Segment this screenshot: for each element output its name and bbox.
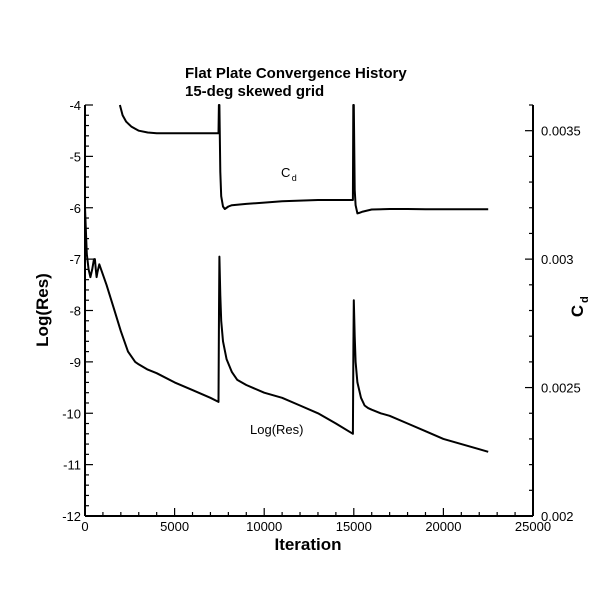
left-y-tick-label: -12 [62,509,81,524]
x-axis-title: Iteration [274,535,341,554]
series-annotation-subscript: d [292,173,297,183]
left-y-tick-label: -5 [69,149,81,164]
x-tick-label: 25000 [515,519,551,534]
left-y-tick-label: -11 [63,458,81,473]
series-annotation-label: Log(Res) [250,422,303,437]
plot-axes [84,105,534,517]
left-y-tick-label: -9 [69,355,81,370]
left-y-axis-ticks: -4 -5 -6 -7 -8 -9 -10 -11 -12 [62,98,93,524]
right-y-axis-title-sub: d [579,296,591,303]
left-y-tick-label: -7 [69,252,81,267]
x-tick-label: 0 [81,519,88,534]
x-axis-ticks: 0 5000 10000 15000 20000 25000 [81,508,551,534]
x-tick-label: 10000 [246,519,282,534]
left-y-tick-label: -10 [62,406,81,421]
right-y-tick-label: 0.002 [541,509,574,524]
right-y-axis-title-main: C [568,305,587,317]
left-y-tick-label: -8 [69,304,81,319]
right-y-axis-title: C d [568,296,591,317]
right-y-tick-label: 0.0035 [541,124,581,139]
left-y-tick-label: -4 [69,98,81,113]
series-layer [84,104,489,453]
chart-title: Flat Plate Convergence History [185,65,407,82]
right-y-axis-ticks: 0.0035 0.003 0.0025 0.002 [525,104,581,524]
left-y-tick-label: -6 [69,201,81,216]
left-y-axis-title: Log(Res) [33,273,52,347]
x-tick-label: 15000 [336,519,372,534]
right-y-tick-label: 0.0025 [541,381,581,396]
chart-subtitle: 15-deg skewed grid [185,83,324,100]
x-tick-label: 5000 [160,519,189,534]
x-tick-label: 20000 [425,519,461,534]
series-line-cd [118,104,489,215]
series-annotation-label: C [281,165,290,180]
right-y-tick-label: 0.003 [541,252,574,267]
series-line-log-res [84,207,489,453]
